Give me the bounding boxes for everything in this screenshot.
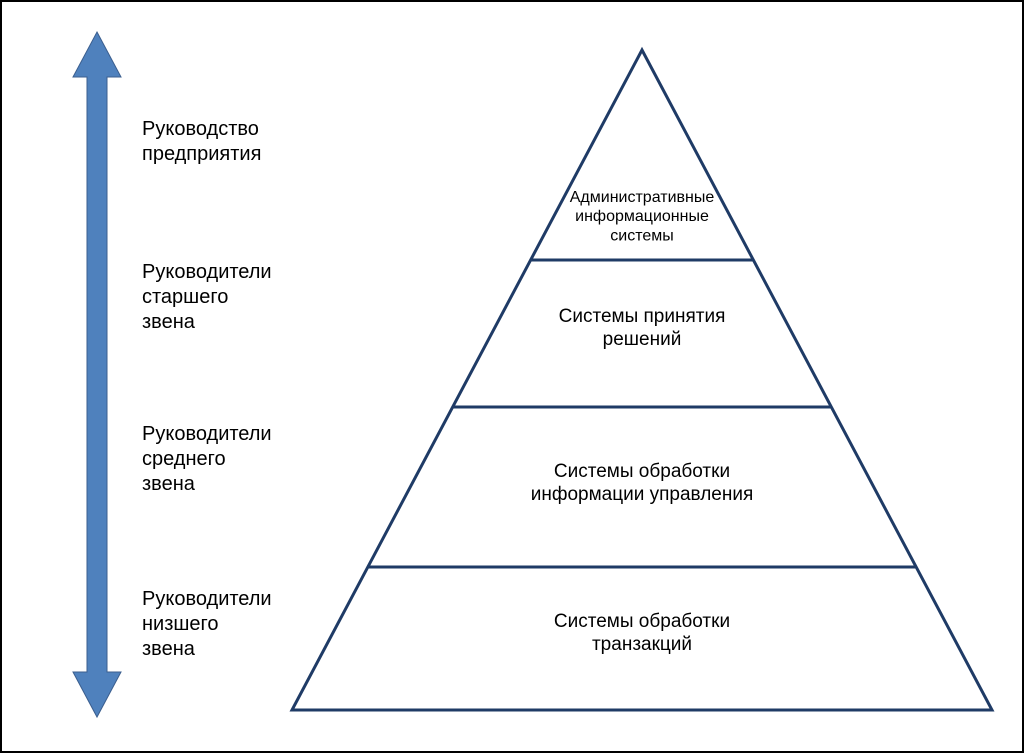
role-label-1: Руководители старшего звена: [142, 260, 272, 335]
pyramid-level-label-2: Системы обработкиинформации управления: [531, 461, 754, 505]
role-label-3: Руководители низшего звена: [142, 587, 272, 662]
role-label-2: Руководители среднего звена: [142, 422, 272, 497]
role-label-0: Руководство предприятия: [142, 117, 261, 167]
diagram-frame: АдминистративныеинформационныесистемыСис…: [0, 0, 1024, 753]
